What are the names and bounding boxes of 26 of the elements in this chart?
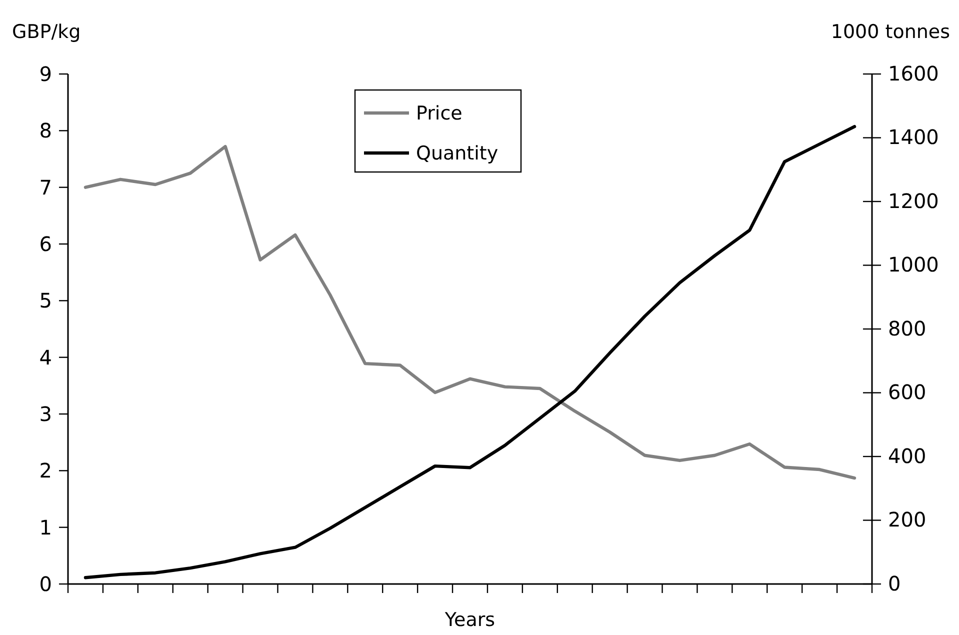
y2-tick-label: 1600 <box>888 61 939 86</box>
y-tick-label: 9 <box>39 62 52 86</box>
y-tick-label: 3 <box>39 402 52 426</box>
y2-tick-label: 400 <box>888 444 926 468</box>
x-axis-title: Years <box>444 609 496 631</box>
y-tick-label: 4 <box>39 345 52 370</box>
y-tick-label: 5 <box>39 288 52 313</box>
legend-label: Quantity <box>416 142 498 165</box>
y-tick-label: 1 <box>39 515 52 540</box>
y-tick-label: 2 <box>39 458 52 483</box>
y-tick-label: 8 <box>39 118 52 143</box>
y2-tick-label: 800 <box>888 316 926 340</box>
y2-tick-label: 1400 <box>888 125 939 150</box>
y-tick-label: 0 <box>39 572 52 596</box>
legend-label: Price <box>416 102 462 125</box>
y2-tick-label: 600 <box>888 380 926 404</box>
y2-axis-title: 1000 tonnes <box>830 21 950 43</box>
line-series <box>84 144 856 480</box>
y2-tick-label: 0 <box>888 571 901 596</box>
line-series <box>84 124 856 580</box>
y-axis-title: GBP/kg <box>12 21 81 43</box>
y2-tick-label: 1200 <box>888 188 939 213</box>
y-tick-label: 6 <box>39 232 52 256</box>
y-tick-label: 7 <box>39 175 52 200</box>
y2-tick-label: 1000 <box>888 252 939 277</box>
y2-tick-label: 200 <box>888 508 926 532</box>
